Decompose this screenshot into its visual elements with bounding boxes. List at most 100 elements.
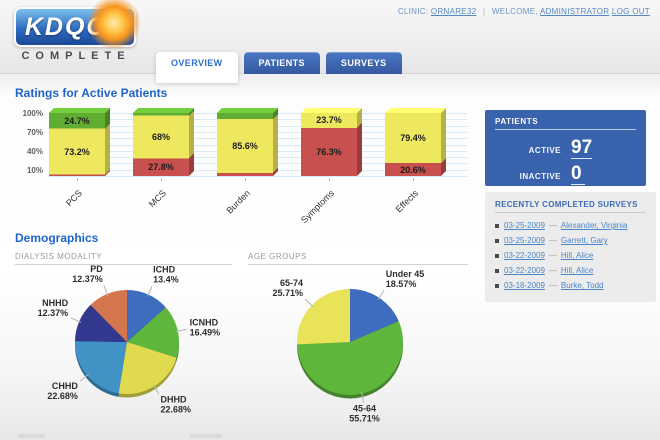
bar-side-Effects	[441, 108, 446, 176]
recent-surveys-panel: RECENTLY COMPLETED SURVEYS 03-25-2009 — …	[485, 192, 656, 302]
tab-surveys[interactable]: SURVEYS	[325, 52, 402, 74]
bar-side-Burden	[273, 108, 278, 176]
clinic-label: CLINIC:	[397, 7, 429, 16]
survey-list-item: 03-22-2009 — Hill, Alice	[495, 251, 646, 260]
pie-slice-nhhd	[75, 304, 127, 342]
y-axis-tick: 100%	[22, 109, 43, 118]
ratings-section-title: Ratings for Active Patients	[15, 86, 168, 100]
bar-value-label: 24.7%	[64, 115, 90, 126]
active-patients-row: ACTIVE 97	[495, 138, 636, 159]
survey-date-link[interactable]: 03-18-2009	[504, 281, 545, 290]
bar-value-label: 20.6%	[400, 164, 426, 175]
inactive-count-link[interactable]: 0	[571, 164, 585, 185]
bullet-icon	[495, 253, 499, 258]
axis-tick-mark	[413, 178, 414, 181]
tab-overview[interactable]: OVERVIEW	[156, 52, 238, 83]
pie-label-connector	[175, 328, 187, 333]
pie-slice-label: DHHD 22.68%	[160, 395, 191, 415]
footer-text-fragment	[190, 434, 222, 438]
pie-label-connector	[377, 289, 385, 300]
pie-label-connector	[103, 285, 109, 296]
logout-link[interactable]: LOG OUT	[611, 7, 650, 16]
ratings-bar-chart: 10% 40% 70% 100% 73.2% 24.7% PCS 27.8% 68% MCS 85.…	[15, 104, 485, 234]
survey-date-link[interactable]: 03-22-2009	[504, 266, 545, 275]
survey-list-item: 03-25-2009 — Alexander, Virginia	[495, 221, 646, 230]
survey-patient-link[interactable]: Alexander, Virginia	[560, 221, 628, 230]
survey-list-item: 03-25-2009 — Garrett, Gary	[495, 236, 646, 245]
pie-slice-label: ICHD 13.4%	[153, 265, 179, 285]
survey-list-item: 03-22-2009 — Hill, Alice	[495, 266, 646, 275]
y-axis-tick: 40%	[26, 146, 43, 156]
dialysis-modality-pie-chart: ICHD 13.4% ICNHD 16.49% DHHD 22.68% CHHD 22.68%…	[15, 264, 245, 424]
pie-slice-label: NHHD 12.37%	[38, 298, 69, 318]
bar-front-PCS	[49, 113, 105, 176]
bar-front-Effects	[385, 113, 441, 176]
survey-date-link[interactable]: 03-22-2009	[504, 251, 545, 260]
app-logo[interactable]: KDQOL COMPLETE	[14, 0, 142, 62]
axis-tick-mark	[77, 178, 78, 181]
pie-label-connector	[79, 373, 89, 382]
welcome-label: WELCOME,	[491, 7, 538, 16]
bar-top-MCS	[133, 108, 194, 113]
pie-slice-pd	[90, 290, 127, 342]
bar-side-PCS	[105, 108, 110, 176]
bar-category-label: Effects	[393, 188, 421, 215]
dialysis-modality-label: DIALYSIS MODALITY	[15, 252, 232, 265]
pie-slice-chhd	[75, 341, 127, 394]
inactive-patients-row: INACTIVE 0	[495, 164, 636, 185]
dash-separator: —	[548, 266, 557, 275]
bar-top-Effects	[385, 108, 446, 113]
pie-slice-label: PD 12.37%	[72, 264, 103, 284]
bar-value-label: 76.3%	[316, 146, 342, 157]
axis-tick-mark	[245, 178, 246, 181]
bar-category-label: MCS	[146, 188, 169, 210]
bar-category-label: Symptoms	[298, 188, 337, 226]
inactive-label: INACTIVE	[519, 172, 561, 181]
bar-side-MCS	[189, 108, 194, 176]
bar-value-label: 79.4%	[400, 133, 426, 143]
demographics-section-title: Demographics	[15, 231, 99, 245]
y-axis-tick: 70%	[26, 127, 43, 137]
bar-value-label: 27.8%	[148, 162, 174, 173]
bar-value-label: 85.6%	[232, 141, 258, 151]
pie-slice-label: 65-74 25.71%	[272, 278, 303, 298]
dash-separator: —	[548, 236, 557, 245]
survey-patient-link[interactable]: Hill, Alice	[560, 266, 594, 275]
bullet-icon	[495, 283, 499, 288]
pie-slice-dhhd	[118, 342, 177, 394]
dash-separator: —	[548, 251, 557, 260]
bar-value-label: 73.2%	[64, 146, 90, 157]
axis-tick-mark	[161, 178, 162, 181]
survey-patient-link[interactable]: Burke, Todd	[560, 281, 604, 290]
survey-date-link[interactable]: 03-25-2009	[504, 221, 545, 230]
active-count-link[interactable]: 97	[571, 137, 593, 159]
top-links: CLINIC: ORNARE32 | WELCOME, ADMINISTRATO…	[398, 7, 650, 16]
tab-patients[interactable]: PATIENTS	[243, 52, 320, 74]
patients-summary-panel: PATIENTS ACTIVE 97 INACTIVE 0	[485, 110, 646, 186]
pie-label-connector	[304, 298, 314, 308]
pie-label-connector	[146, 286, 153, 297]
survey-patient-link[interactable]: Garrett, Gary	[560, 236, 608, 245]
y-axis-tick: 10%	[26, 165, 43, 175]
patients-panel-title: PATIENTS	[495, 117, 636, 130]
header: CLINIC: ORNARE32 | WELCOME, ADMINISTRATO…	[0, 0, 660, 83]
pie-slice-icnhd	[127, 307, 179, 358]
bullet-icon	[495, 268, 499, 273]
bar-category-label: Burden	[224, 188, 253, 216]
bar-top-Symptoms	[301, 108, 362, 113]
age-groups-label: AGE GROUPS	[248, 252, 468, 265]
pie-label-connector	[70, 317, 82, 323]
survey-patient-link[interactable]: Hill, Alice	[560, 251, 594, 260]
bar-side-Symptoms	[357, 108, 362, 176]
bar-front-MCS	[133, 113, 189, 176]
pie-label-connector	[152, 384, 160, 395]
axis-tick-mark	[329, 178, 330, 181]
bar-value-label: 23.7%	[316, 115, 342, 126]
survey-date-link[interactable]: 03-25-2009	[504, 236, 545, 245]
pie-slice-45-64	[297, 321, 403, 395]
user-link[interactable]: ADMINISTRATOR	[539, 7, 610, 16]
bar-front-Burden	[217, 113, 273, 176]
bar-value-label: 68%	[151, 132, 170, 143]
clinic-link[interactable]: ORNARE32	[430, 7, 477, 16]
